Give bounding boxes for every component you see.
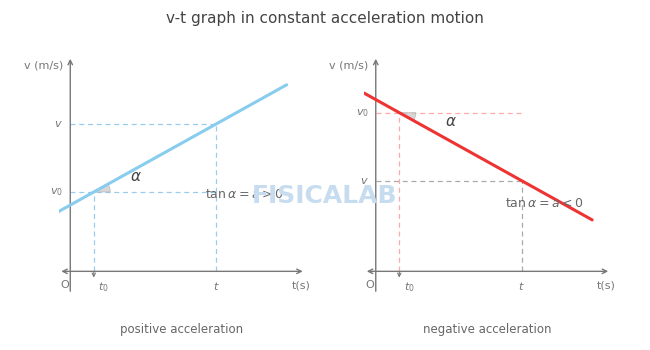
Text: v-t graph in constant acceleration motion: v-t graph in constant acceleration motio… <box>166 10 484 26</box>
Text: $t_0$: $t_0$ <box>404 280 415 294</box>
Text: t(s): t(s) <box>597 280 616 290</box>
Text: FISICALAB: FISICALAB <box>252 184 398 208</box>
Text: O: O <box>366 280 374 290</box>
Text: $v$: $v$ <box>55 119 63 129</box>
Text: $t$: $t$ <box>518 280 525 292</box>
Text: $\tan\alpha = a < 0$: $\tan\alpha = a < 0$ <box>505 197 584 210</box>
Text: $v_0$: $v_0$ <box>356 107 369 119</box>
Text: $t_0$: $t_0$ <box>99 280 109 294</box>
Wedge shape <box>94 184 111 192</box>
Text: v (m/s): v (m/s) <box>330 60 369 70</box>
Text: $\alpha$: $\alpha$ <box>445 114 457 129</box>
Text: positive acceleration: positive acceleration <box>120 323 244 336</box>
Text: $v$: $v$ <box>360 176 369 186</box>
Text: O: O <box>60 280 69 290</box>
Text: $\alpha$: $\alpha$ <box>130 169 142 184</box>
Text: negative acceleration: negative acceleration <box>423 323 552 336</box>
Text: $t$: $t$ <box>213 280 220 292</box>
Text: $v_0$: $v_0$ <box>50 186 63 198</box>
Text: v (m/s): v (m/s) <box>24 60 63 70</box>
Text: $\tan\alpha = a > 0$: $\tan\alpha = a > 0$ <box>205 188 283 201</box>
Text: t(s): t(s) <box>291 280 310 290</box>
Wedge shape <box>399 113 416 120</box>
